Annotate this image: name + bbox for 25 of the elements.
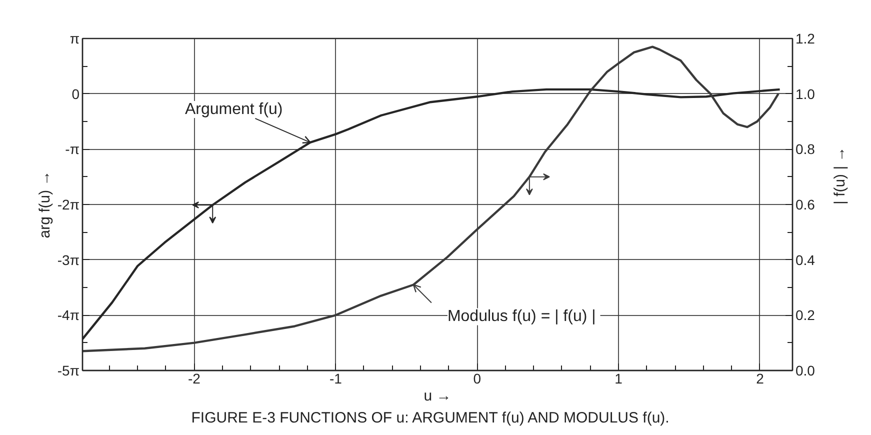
x-tick-label: -2 (188, 370, 201, 386)
y-tick-label: 0 (72, 86, 80, 102)
y2-tick-label: 1.0 (796, 86, 816, 102)
y-tick-label: π (70, 30, 80, 46)
y2-tick-label: 0.4 (796, 252, 816, 268)
x-tick-label: 1 (614, 370, 623, 386)
x-tick-label: 2 (756, 370, 764, 386)
x-tick-label: 0 (473, 370, 482, 386)
y2-tick-label: 0.6 (796, 196, 816, 212)
y2-tick-label: 0.0 (796, 362, 816, 378)
text: FIGURE E-3 FUNCTIONS OF u: ARGUMENT f(u) AND MODULUS f(u). (191, 410, 670, 426)
y-axis-title: arg f(u) → (36, 170, 54, 238)
y-tick-label: -2π (57, 196, 80, 212)
text: Modulus f(u) = | f(u) | (447, 308, 596, 326)
y2-axis-title: | f(u) | → (831, 146, 848, 204)
y-tick-label: -3π (57, 252, 80, 268)
y2-tick-label: 0.2 (796, 307, 816, 324)
y-tick-label: -4π (57, 307, 80, 324)
y2-tick-label: 0.8 (796, 141, 816, 158)
y2-tick-label: 1.2 (796, 30, 816, 46)
y-tick-label: -5π (57, 362, 80, 378)
y-tick-label: -π (65, 141, 80, 158)
x-tick-label: -1 (329, 370, 342, 386)
x-axis-title: u → (424, 388, 452, 404)
text: Argument f(u) (184, 100, 283, 118)
